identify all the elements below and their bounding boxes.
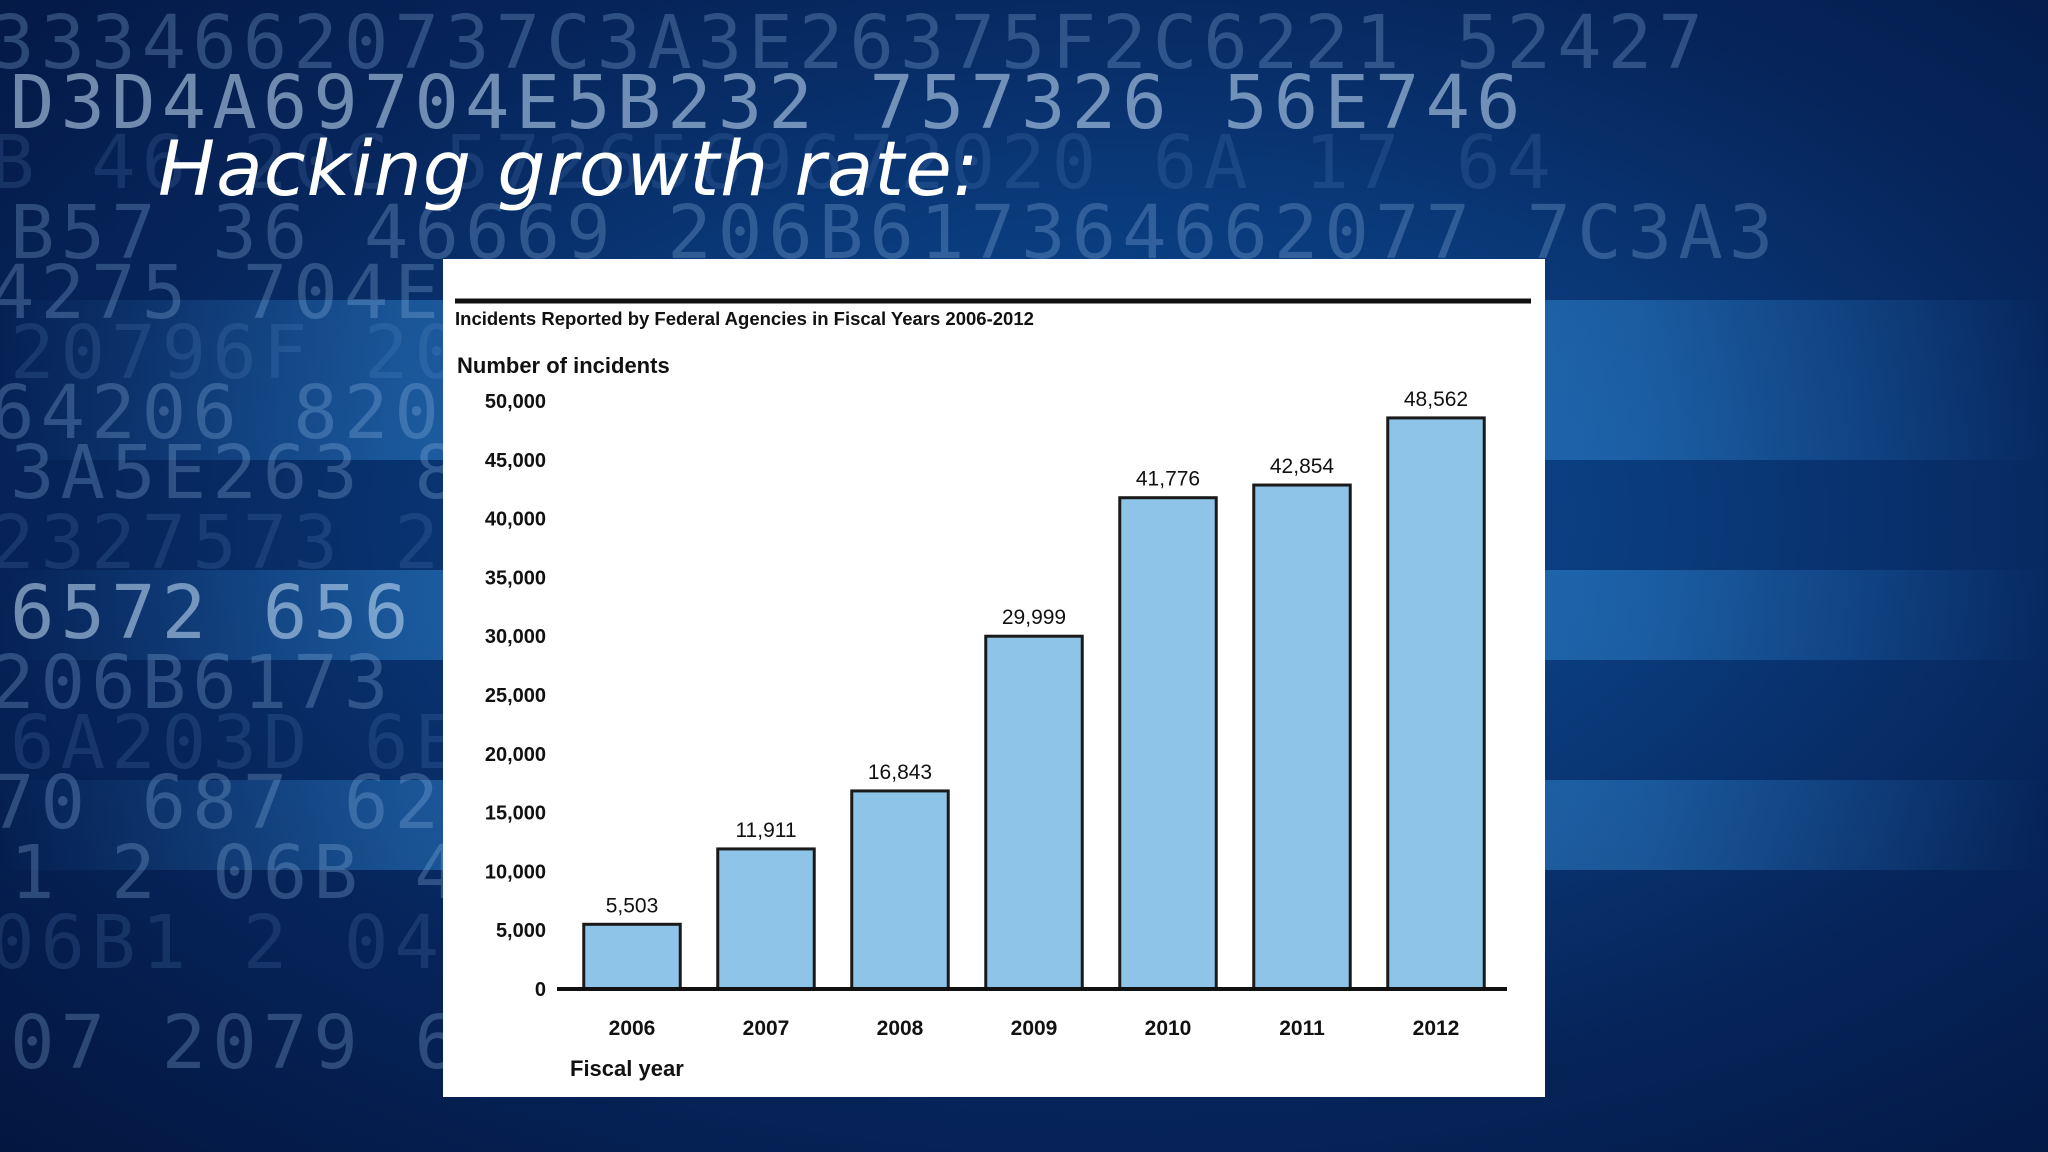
- bar-2011: [1252, 483, 1352, 991]
- bars: [582, 416, 1486, 991]
- bar-2010: [1118, 496, 1218, 991]
- x-tick-label: 2009: [1011, 1017, 1058, 1040]
- value-labels: 5,503 11,911 16,843 29,999 41,776 42,854 48,56…: [606, 388, 1468, 917]
- bar-2007: [716, 847, 816, 991]
- x-tick-label: 2011: [1279, 1017, 1325, 1040]
- y-tick-label: 5,000: [496, 920, 546, 942]
- x-tick-label: 2008: [877, 1017, 924, 1040]
- bar-2009: [984, 634, 1084, 991]
- background-code-row: B 46 20C 5726569672020 6A 17 64: [0, 120, 1558, 206]
- value-label: 16,843: [868, 761, 932, 784]
- x-tick-label: 2010: [1145, 1017, 1192, 1040]
- value-label: 11,911: [735, 819, 796, 842]
- x-axis-label: Fiscal year: [570, 1056, 684, 1081]
- x-tick-label: 2007: [743, 1017, 790, 1040]
- y-tick-label: 45,000: [485, 450, 546, 472]
- y-tick-label: 0: [535, 979, 546, 1001]
- bar-2006: [582, 922, 682, 991]
- y-tick-label: 20,000: [485, 744, 546, 766]
- x-tick-label: 2006: [609, 1017, 656, 1040]
- x-tick-labels: 2006 2007 2008 2009 2010 2011 2012: [609, 1017, 1460, 1040]
- chart-title: Incidents Reported by Federal Agencies i…: [455, 308, 1034, 329]
- slide-title: Hacking growth rate:: [158, 124, 980, 213]
- bar-2008: [850, 789, 950, 991]
- y-tick-label: 30,000: [485, 626, 546, 648]
- y-axis-label: Number of incidents: [457, 353, 670, 378]
- y-tick-label: 15,000: [485, 803, 546, 825]
- chart-card: Incidents Reported by Federal Agencies i…: [443, 259, 1545, 1097]
- y-tick-label: 50,000: [485, 391, 546, 413]
- value-label: 42,854: [1270, 455, 1335, 478]
- value-label: 41,776: [1136, 468, 1200, 491]
- y-tick-label: 40,000: [485, 509, 546, 531]
- bar-2012: [1386, 416, 1486, 991]
- value-label: 48,562: [1404, 388, 1468, 411]
- background-code-row: 33346620737C3A3E26375F2C6221 52427: [0, 0, 1709, 86]
- y-tick-labels: 0 5,000 10,000 15,000 20,000 25,000 30,000 35,0…: [485, 391, 546, 1001]
- x-tick-label: 2012: [1413, 1017, 1460, 1040]
- y-tick-label: 25,000: [485, 685, 546, 707]
- value-label: 29,999: [1002, 606, 1066, 629]
- value-label: 5,503: [606, 894, 659, 917]
- bar-chart: Incidents Reported by Federal Agencies i…: [455, 298, 1531, 1081]
- y-tick-label: 10,000: [485, 861, 546, 883]
- background-code-row: D3D4A69704E5B232 757326 56E746: [10, 60, 1527, 146]
- y-tick-label: 35,000: [485, 567, 546, 589]
